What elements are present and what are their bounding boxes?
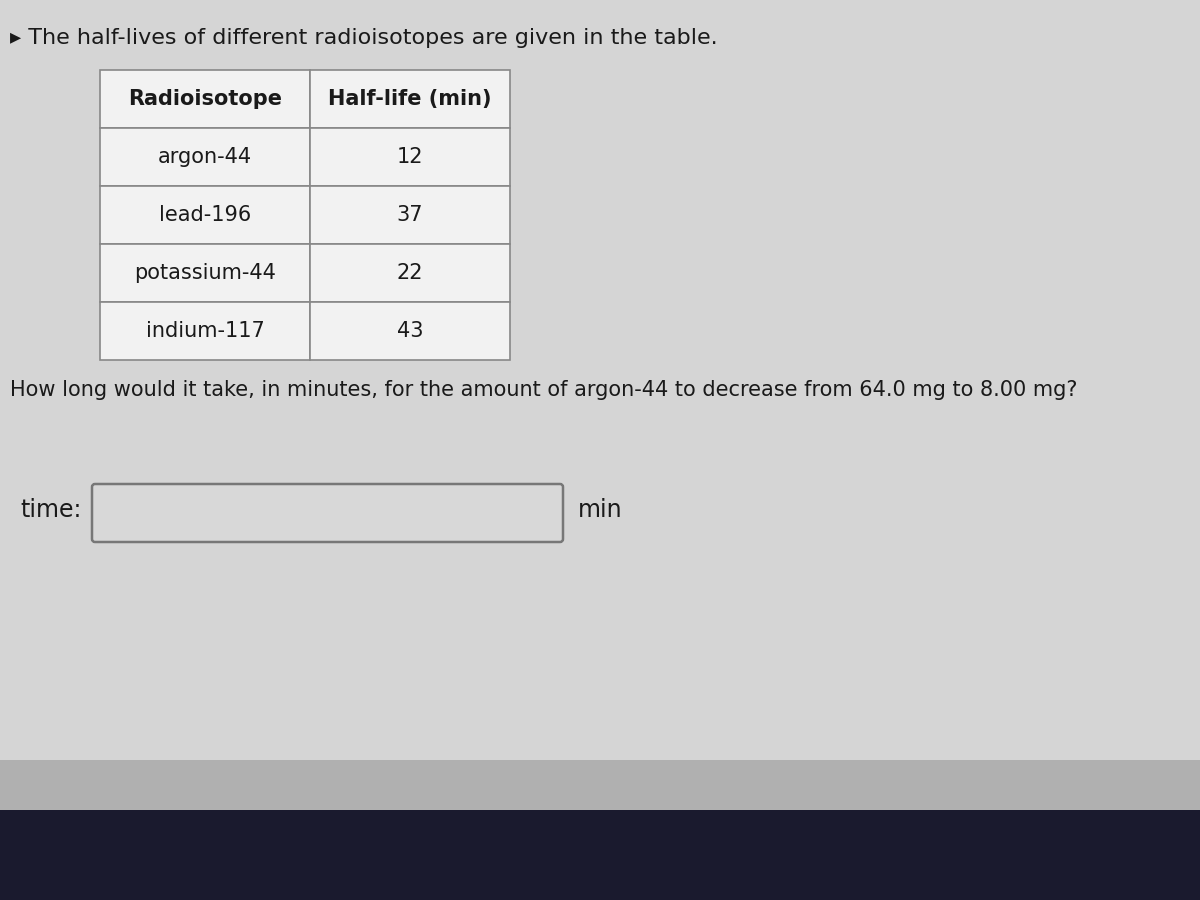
Text: 43: 43 [397,321,424,341]
FancyBboxPatch shape [310,244,510,302]
Text: argon-44: argon-44 [158,147,252,167]
Text: time:: time: [20,498,82,522]
FancyBboxPatch shape [0,760,1200,900]
FancyBboxPatch shape [100,70,310,128]
FancyBboxPatch shape [310,70,510,128]
Text: Radioisotope: Radioisotope [128,89,282,109]
Text: ▸ The half-lives of different radioisotopes are given in the table.: ▸ The half-lives of different radioisoto… [10,28,718,48]
FancyBboxPatch shape [100,128,310,186]
Text: 12: 12 [397,147,424,167]
Text: potassium-44: potassium-44 [134,263,276,283]
FancyBboxPatch shape [0,810,1200,900]
Text: min: min [578,498,623,522]
Text: 37: 37 [397,205,424,225]
FancyBboxPatch shape [100,186,310,244]
FancyBboxPatch shape [310,302,510,360]
FancyBboxPatch shape [0,0,1200,770]
Text: Half-life (min): Half-life (min) [329,89,492,109]
FancyBboxPatch shape [100,302,310,360]
FancyBboxPatch shape [100,244,310,302]
Text: 22: 22 [397,263,424,283]
FancyBboxPatch shape [310,128,510,186]
FancyBboxPatch shape [92,484,563,542]
Text: indium-117: indium-117 [145,321,264,341]
Text: How long would it take, in minutes, for the amount of argon-44 to decrease from : How long would it take, in minutes, for … [10,380,1078,400]
Text: lead-196: lead-196 [158,205,251,225]
FancyBboxPatch shape [310,186,510,244]
